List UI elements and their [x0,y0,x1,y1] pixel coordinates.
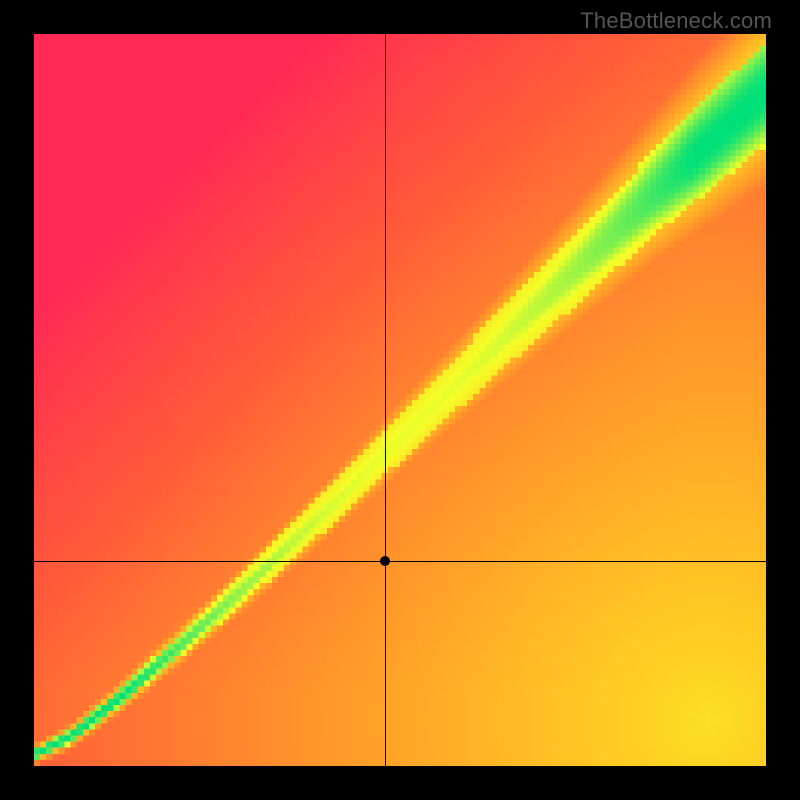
plot-area [34,34,766,766]
heatmap-canvas [34,34,766,766]
crosshair-horizontal [34,561,766,562]
crosshair-vertical [385,34,386,766]
marker-dot [380,556,390,566]
watermark-text: TheBottleneck.com [580,8,772,34]
chart-container: TheBottleneck.com [0,0,800,800]
